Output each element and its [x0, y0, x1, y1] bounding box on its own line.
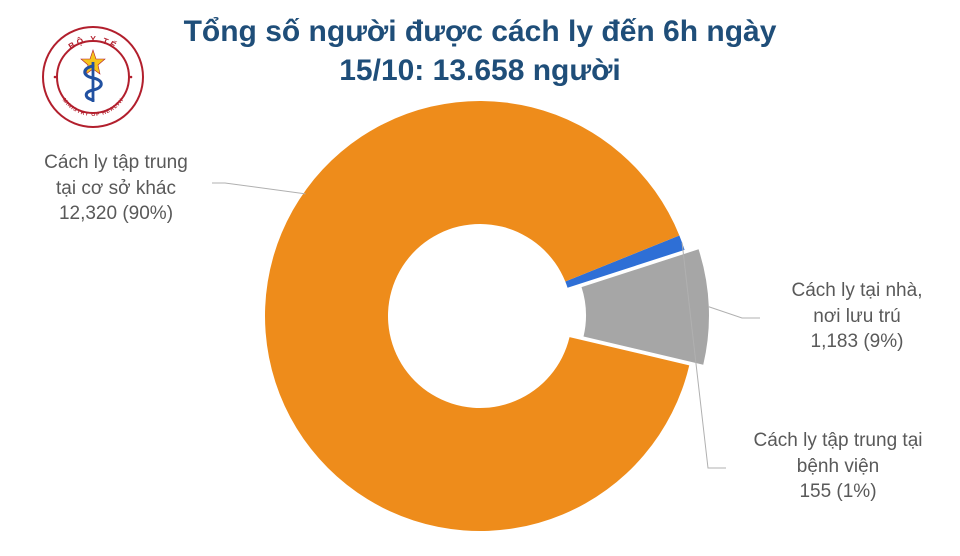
segment-label-hospital: Cách ly tập trung tại bệnh viện 155 (1%) [728, 428, 948, 505]
segment-label-home: Cách ly tại nhà, nơi lưu trú 1,183 (9%) [762, 278, 952, 355]
segment-label-other: Cách ly tập trung tại cơ sở khác 12,320 … [16, 150, 216, 227]
